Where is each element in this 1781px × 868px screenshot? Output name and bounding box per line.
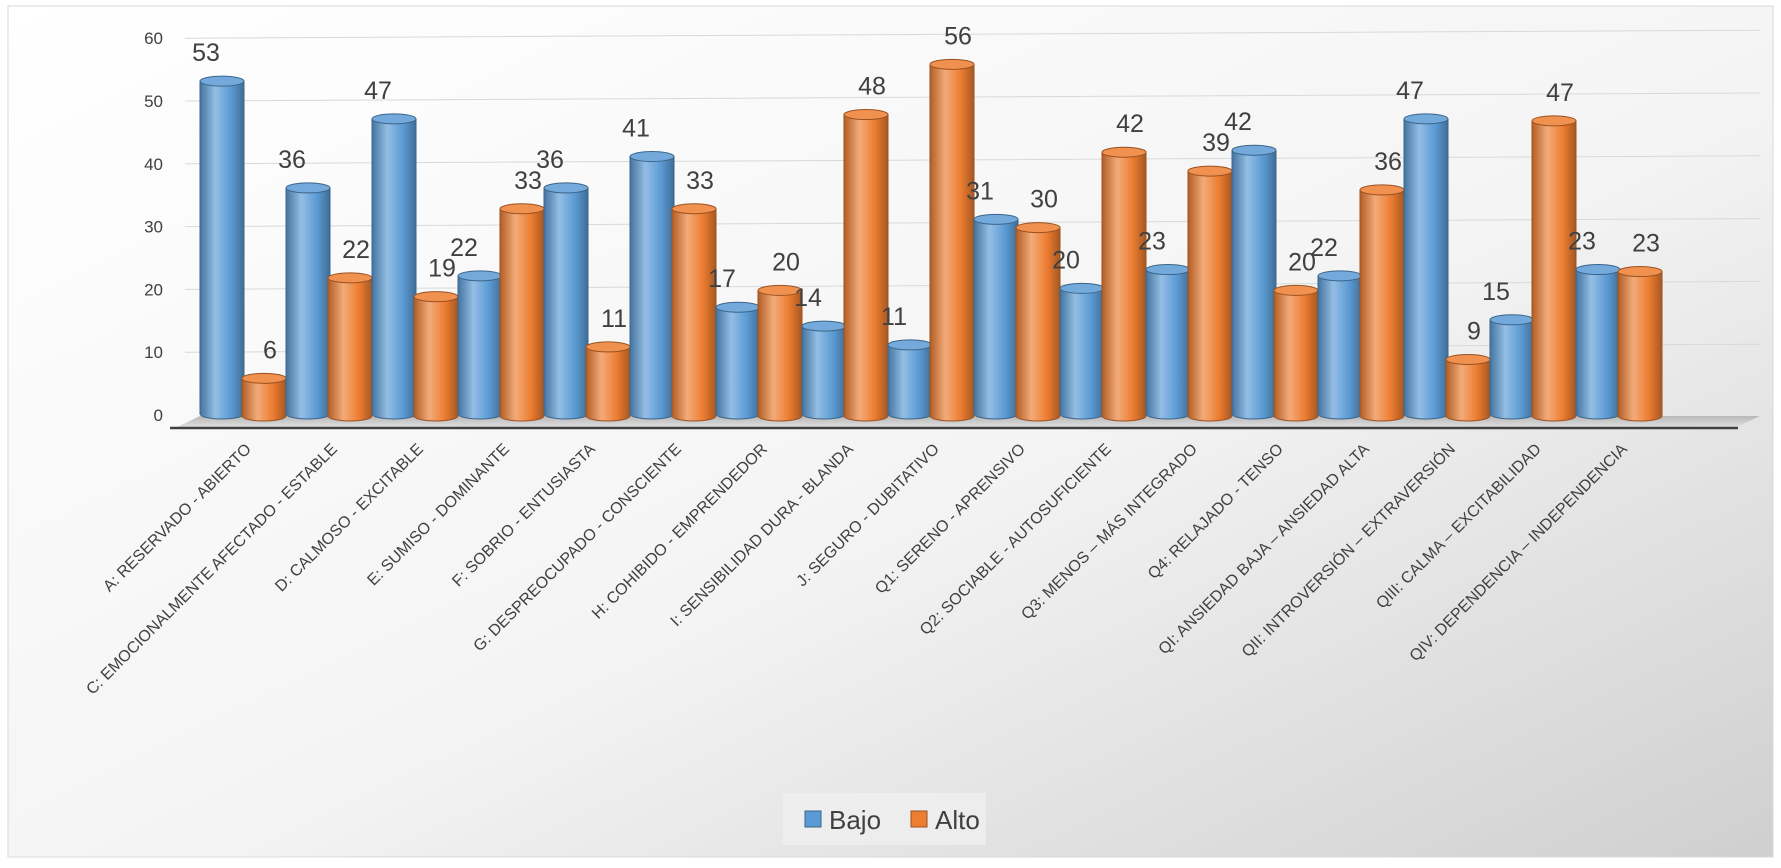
data-label-alto: 20 bbox=[772, 248, 800, 276]
data-label-alto: 30 bbox=[1030, 186, 1058, 214]
data-label-alto: 56 bbox=[944, 22, 972, 50]
bar-bajo bbox=[457, 270, 503, 420]
y-tick-label: 0 bbox=[154, 406, 163, 425]
data-label-alto: 33 bbox=[686, 167, 714, 195]
bar-alto bbox=[757, 284, 803, 422]
data-label-bajo: 42 bbox=[1224, 108, 1252, 136]
data-label-bajo: 31 bbox=[966, 177, 994, 205]
bar-alto bbox=[1015, 222, 1061, 422]
data-label-bajo: 36 bbox=[278, 146, 306, 174]
data-label-bajo: 36 bbox=[536, 146, 564, 174]
bar-bajo bbox=[543, 182, 589, 420]
bar-bajo bbox=[973, 213, 1019, 420]
data-label-alto: 9 bbox=[1467, 317, 1481, 345]
data-label-alto: 36 bbox=[1374, 148, 1402, 176]
data-label-alto: 48 bbox=[858, 73, 886, 101]
bar-bajo bbox=[1231, 144, 1277, 420]
data-label-bajo: 53 bbox=[192, 39, 220, 67]
bar-alto bbox=[1531, 115, 1577, 422]
legend-swatch-alto bbox=[910, 810, 928, 828]
bar-bajo bbox=[285, 182, 331, 420]
data-label-alto: 47 bbox=[1546, 79, 1574, 107]
y-axis-ticks: 0 10 20 30 40 50 60 bbox=[144, 29, 163, 425]
bar-bajo bbox=[1575, 264, 1621, 420]
y-tick-label: 50 bbox=[144, 92, 163, 111]
data-label-alto: 42 bbox=[1116, 110, 1144, 138]
bar-alto bbox=[1359, 184, 1405, 422]
data-label-bajo: 23 bbox=[1568, 228, 1596, 256]
legend: Bajo Alto bbox=[783, 793, 986, 845]
data-label-bajo: 22 bbox=[1310, 234, 1338, 262]
chart-background bbox=[7, 5, 1774, 858]
bar-alto bbox=[1101, 146, 1147, 422]
bar-alto bbox=[327, 272, 373, 422]
bar-alto bbox=[929, 58, 975, 422]
y-tick-label: 20 bbox=[144, 280, 163, 299]
bar-alto bbox=[241, 372, 287, 422]
bar-bajo bbox=[629, 151, 675, 420]
data-label-alto: 19 bbox=[428, 255, 456, 283]
bar-bajo bbox=[199, 75, 245, 420]
data-label-alto: 22 bbox=[342, 236, 370, 264]
bar-bajo bbox=[1145, 264, 1191, 420]
data-label-bajo: 47 bbox=[1396, 77, 1424, 105]
bar-bajo bbox=[801, 320, 847, 420]
bar-alto bbox=[1187, 165, 1233, 422]
legend-label-bajo: Bajo bbox=[829, 805, 881, 835]
bar-alto bbox=[1273, 284, 1319, 422]
bar-bajo bbox=[371, 113, 417, 420]
data-label-alto: 6 bbox=[263, 336, 277, 364]
data-label-bajo: 17 bbox=[708, 265, 736, 293]
data-label-bajo: 14 bbox=[794, 284, 822, 312]
bar-bajo bbox=[715, 301, 761, 420]
y-tick-label: 10 bbox=[144, 343, 163, 362]
legend-swatch-bajo bbox=[804, 810, 822, 828]
data-label-alto: 20 bbox=[1288, 248, 1316, 276]
y-tick-label: 30 bbox=[144, 218, 163, 237]
bar-bajo bbox=[887, 339, 933, 420]
bar-alto bbox=[1617, 266, 1663, 422]
data-label-alto: 33 bbox=[514, 167, 542, 195]
data-label-bajo: 15 bbox=[1482, 278, 1510, 306]
bar-alto bbox=[671, 203, 717, 422]
bar-alto bbox=[499, 203, 545, 422]
y-tick-label: 40 bbox=[144, 155, 163, 174]
bar-alto bbox=[585, 341, 631, 422]
data-label-bajo: 47 bbox=[364, 77, 392, 105]
bar-alto bbox=[1445, 353, 1491, 422]
legend-label-alto: Alto bbox=[935, 805, 980, 835]
data-label-bajo: 20 bbox=[1052, 246, 1080, 274]
data-label-bajo: 11 bbox=[881, 303, 907, 331]
bars bbox=[199, 58, 1663, 422]
data-label-bajo: 41 bbox=[622, 115, 650, 143]
data-label-bajo: 22 bbox=[450, 234, 478, 262]
data-label-bajo: 23 bbox=[1138, 228, 1166, 256]
data-label-alto: 23 bbox=[1632, 230, 1660, 258]
data-label-alto: 11 bbox=[601, 305, 627, 333]
bar-bajo bbox=[1317, 270, 1363, 420]
bar-alto bbox=[843, 109, 889, 422]
gridline bbox=[184, 29, 1761, 39]
bar-bajo bbox=[1059, 282, 1105, 420]
bar-bajo bbox=[1489, 314, 1535, 420]
y-tick-label: 60 bbox=[144, 29, 163, 48]
bar-alto bbox=[413, 291, 459, 422]
bar-bajo bbox=[1403, 113, 1449, 420]
data-label-alto: 39 bbox=[1202, 129, 1230, 157]
